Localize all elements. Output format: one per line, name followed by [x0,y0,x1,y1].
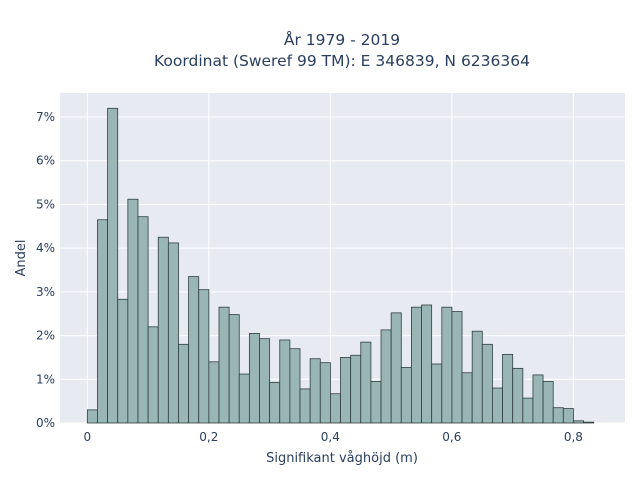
histogram-bar [147,326,159,424]
histogram-bar [400,367,412,424]
histogram-bar [562,408,574,424]
histogram-bar [492,387,503,424]
x-tick-label: 0,2 [199,430,218,444]
histogram-bar [552,407,564,424]
histogram-bar [532,374,544,424]
chart-title-line2: Koordinat (Sweref 99 TM): E 346839, N 62… [154,52,530,70]
histogram-bar [380,329,392,424]
x-axis-title: Signifikant våghöjd (m) [266,451,418,466]
y-tick-label: 5% [36,197,55,211]
histogram-bar [269,381,281,424]
histogram-bar [248,332,260,424]
histogram-bar [441,306,453,424]
histogram-bar [238,373,250,424]
histogram-bar [573,420,584,424]
histogram-bar [421,304,433,424]
histogram-bar [309,358,321,424]
histogram-bar [97,219,108,424]
x-tick-label: 0 [84,430,92,444]
histogram-bar [411,306,422,424]
y-tick-label: 3% [36,285,55,299]
y-tick-label: 1% [36,372,55,386]
histogram-bar [340,357,352,424]
histogram-bar [360,341,372,424]
y-axis-title: Andel [14,240,29,277]
histogram-bar [157,236,169,424]
histogram-bar [208,361,220,424]
y-tick-label: 6% [36,154,55,168]
histogram-bar [198,289,210,424]
x-tick-label: 0,6 [442,430,461,444]
histogram-bar [350,354,362,424]
histogram-bar [299,388,311,424]
histogram-bar [390,312,402,424]
histogram-bar [167,242,179,424]
histogram-bar [107,107,119,424]
histogram-bar [178,343,190,424]
x-axis-ticks: 0 0,2 0,4 0,6 0,8 [84,430,583,444]
histogram-bar [188,276,200,424]
histogram-bar [137,216,149,424]
histogram-bar [86,409,98,424]
histogram-bar [502,353,514,424]
y-tick-label: 0% [36,416,55,430]
histogram-bar [117,298,129,424]
y-tick-label: 4% [36,241,55,255]
y-tick-label: 7% [36,110,55,124]
chart-title-line1: År 1979 - 2019 [284,30,400,49]
histogram-bar [279,339,291,424]
histogram-bar [319,362,331,424]
histogram-bar [370,381,382,424]
histogram-bar [451,311,463,424]
histogram-bar [461,372,473,424]
histogram-bar [471,330,483,424]
histogram-bar [329,393,341,424]
histogram-bar [259,338,271,424]
histogram-bar [127,198,139,424]
histogram-bar [218,306,230,424]
bars [86,107,595,424]
histogram-bar [522,397,534,424]
histogram-bar [481,343,493,424]
histogram-bar [431,363,443,424]
histogram-bar [289,348,301,424]
y-axis-ticks: 0% 1% 2% 3% 4% 5% 6% 7% [36,110,55,430]
y-tick-label: 2% [36,329,55,343]
histogram-bar [583,421,595,424]
histogram-bar [228,314,240,424]
x-tick-label: 0,4 [321,430,340,444]
histogram-bar [542,381,554,424]
histogram-bar [512,367,524,424]
x-tick-label: 0,8 [564,430,583,444]
